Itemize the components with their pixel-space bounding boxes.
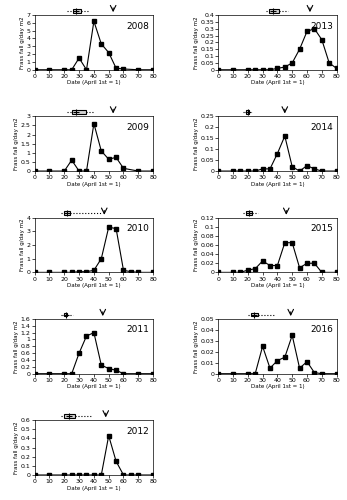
Y-axis label: Frass fall g/day m2: Frass fall g/day m2	[14, 422, 19, 474]
FancyBboxPatch shape	[64, 312, 67, 316]
Text: 2010: 2010	[127, 224, 150, 233]
Y-axis label: Frass fall g/day m2: Frass fall g/day m2	[194, 118, 199, 170]
FancyBboxPatch shape	[64, 212, 70, 215]
X-axis label: Date (April 1st = 1): Date (April 1st = 1)	[67, 283, 121, 288]
X-axis label: Date (April 1st = 1): Date (April 1st = 1)	[67, 384, 121, 389]
FancyBboxPatch shape	[72, 110, 86, 114]
X-axis label: Date (April 1st = 1): Date (April 1st = 1)	[67, 486, 121, 490]
FancyBboxPatch shape	[246, 110, 249, 114]
X-axis label: Date (April 1st = 1): Date (April 1st = 1)	[67, 80, 121, 86]
FancyBboxPatch shape	[64, 414, 75, 418]
FancyBboxPatch shape	[251, 312, 258, 316]
Text: 2013: 2013	[310, 22, 333, 30]
FancyBboxPatch shape	[269, 8, 279, 12]
X-axis label: Date (April 1st = 1): Date (April 1st = 1)	[251, 384, 304, 389]
FancyBboxPatch shape	[246, 212, 252, 215]
Text: 2016: 2016	[310, 326, 333, 334]
Y-axis label: Frass fall g/day m2: Frass fall g/day m2	[194, 320, 199, 372]
Y-axis label: Frass fall g/day m2: Frass fall g/day m2	[20, 218, 25, 272]
Y-axis label: Frass fall g/day m2: Frass fall g/day m2	[20, 16, 25, 68]
FancyBboxPatch shape	[73, 8, 81, 12]
Text: 2011: 2011	[127, 326, 150, 334]
X-axis label: Date (April 1st = 1): Date (April 1st = 1)	[251, 182, 304, 186]
X-axis label: Date (April 1st = 1): Date (April 1st = 1)	[251, 80, 304, 86]
Y-axis label: Frass fall g/day m2: Frass fall g/day m2	[14, 118, 19, 170]
Text: 2015: 2015	[310, 224, 333, 233]
Y-axis label: Frass fall g/day m2: Frass fall g/day m2	[14, 320, 19, 372]
X-axis label: Date (April 1st = 1): Date (April 1st = 1)	[251, 283, 304, 288]
Y-axis label: Frass fall g/day m2: Frass fall g/day m2	[194, 218, 199, 272]
Text: 2014: 2014	[310, 123, 333, 132]
Text: 2009: 2009	[127, 123, 150, 132]
Y-axis label: Frass fall g/day m2: Frass fall g/day m2	[194, 16, 199, 68]
Text: 2012: 2012	[127, 427, 150, 436]
X-axis label: Date (April 1st = 1): Date (April 1st = 1)	[67, 182, 121, 186]
Text: 2008: 2008	[127, 22, 150, 30]
